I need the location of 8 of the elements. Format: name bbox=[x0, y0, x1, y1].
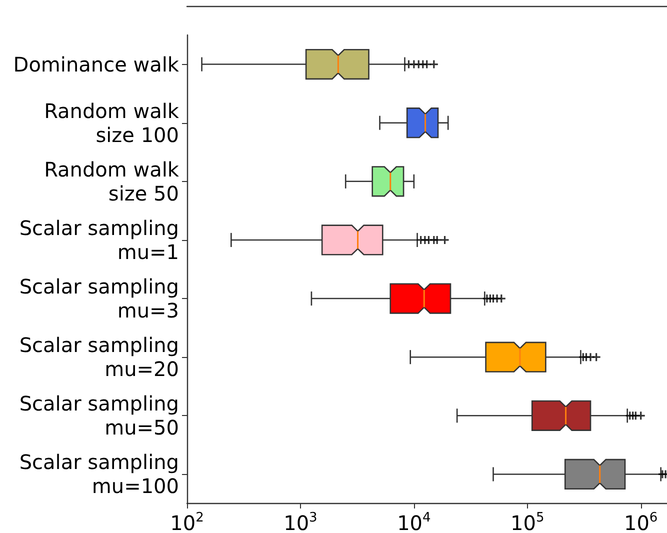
y-tick-label: Scalar sampling mu=3 bbox=[19, 274, 179, 323]
y-tick-label: Scalar sampling mu=1 bbox=[19, 216, 179, 264]
y-tick-label: Random walk size 100 bbox=[44, 98, 180, 147]
y-tick-label: Scalar sampling mu=100 bbox=[19, 450, 179, 498]
y-tick-label: Scalar sampling mu=20 bbox=[19, 333, 179, 382]
y-tick-label: Dominance walk bbox=[13, 52, 180, 76]
y-tick-label: Scalar sampling mu=50 bbox=[19, 392, 179, 440]
y-tick-label: Random walk size 50 bbox=[44, 157, 180, 206]
